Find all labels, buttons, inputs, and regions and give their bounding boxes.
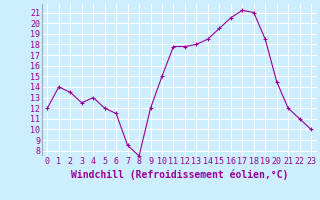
X-axis label: Windchill (Refroidissement éolien,°C): Windchill (Refroidissement éolien,°C) [70, 169, 288, 180]
